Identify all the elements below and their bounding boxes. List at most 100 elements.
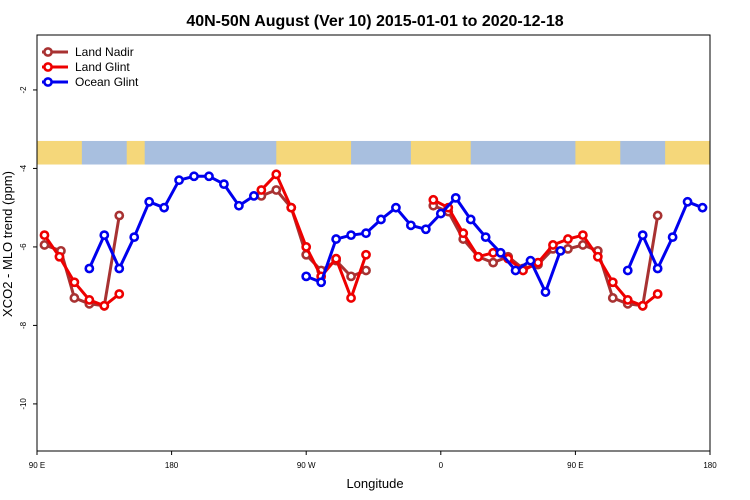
data-point (697, 202, 708, 213)
data-point (99, 300, 110, 311)
data-point (346, 293, 356, 303)
y-tick-label: -8 (19, 321, 28, 329)
data-point (286, 202, 297, 213)
x-tick-label: 90 E (29, 461, 45, 470)
data-point (420, 224, 431, 235)
data-point (480, 232, 491, 243)
data-point (361, 249, 371, 260)
x-axis: 90 E 180 90 W 0 90 E 180 (29, 451, 717, 470)
map-ocean (37, 140, 710, 165)
data-point (54, 251, 65, 262)
data-point (622, 265, 633, 276)
data-point (189, 171, 199, 182)
x-tick-label: 90 E (567, 461, 583, 470)
data-point (622, 295, 633, 305)
data-point (555, 245, 566, 256)
data-point (99, 230, 110, 241)
data-point (204, 171, 214, 182)
data-point (248, 191, 259, 201)
data-point (563, 234, 573, 244)
data-point (256, 185, 267, 195)
series-land-nadir (39, 185, 663, 311)
data-point (331, 234, 342, 244)
data-point (577, 240, 588, 250)
data-point (233, 200, 244, 211)
data-point (271, 169, 282, 180)
legend-label: Land Glint (75, 60, 130, 74)
map-strip (37, 140, 710, 165)
data-point (159, 202, 170, 213)
data-point (577, 230, 588, 241)
data-point (540, 287, 551, 297)
x-axis-label: Longitude (346, 476, 403, 491)
data-point (488, 257, 499, 268)
data-point (39, 230, 50, 241)
data-point (174, 175, 184, 186)
data-point (271, 185, 282, 195)
data-point (548, 240, 558, 250)
data-point (563, 243, 573, 254)
data-point (607, 293, 618, 303)
data-point (219, 179, 229, 190)
legend-marker (43, 47, 53, 57)
data-point (361, 265, 371, 276)
data-point (144, 196, 155, 207)
series-line (432, 198, 659, 308)
x-tick-label: 180 (703, 461, 717, 470)
data-point (495, 247, 506, 258)
x-tick-label: 180 (165, 461, 179, 470)
data-point (533, 257, 543, 268)
data-point (39, 240, 50, 250)
data-point (637, 300, 648, 311)
map-land (276, 140, 352, 165)
data-point (428, 194, 439, 205)
data-point (361, 228, 371, 239)
legend-marker (43, 77, 53, 87)
data-point (316, 277, 327, 288)
y-tick-label: -4 (19, 164, 28, 172)
data-point (346, 230, 356, 241)
data-point (405, 220, 416, 231)
y-axis-label: XCO2 - MLO trend (ppm) (0, 171, 15, 317)
data-point (114, 289, 125, 299)
x-tick-label: 90 W (297, 461, 316, 470)
data-point (114, 210, 125, 221)
data-point (652, 210, 663, 221)
data-point (331, 253, 342, 264)
data-point (376, 214, 386, 225)
data-point (435, 208, 446, 219)
series-ocean-glint (84, 171, 708, 297)
plot-frame (36, 34, 711, 452)
x-tick-label: 0 (439, 461, 444, 470)
data-point (84, 263, 95, 274)
data-point (458, 228, 469, 239)
series-line (432, 204, 660, 308)
y-tick-label: -2 (19, 86, 28, 94)
data-point (592, 251, 603, 262)
data-point (391, 202, 401, 213)
map-land (37, 140, 82, 165)
data-point (301, 271, 312, 282)
data-point (114, 263, 125, 274)
legend-label: Land Nadir (75, 45, 134, 59)
data-point (346, 271, 356, 282)
series-layer (39, 169, 708, 311)
data-point (510, 265, 521, 276)
y-tick-label: -10 (19, 398, 28, 410)
data-point (488, 247, 499, 258)
map-land (126, 140, 145, 165)
data-point (69, 293, 80, 303)
data-point (637, 230, 648, 241)
legend-label: Ocean Glint (75, 75, 139, 89)
data-point (84, 295, 95, 305)
data-point (69, 277, 80, 288)
data-point (667, 232, 678, 243)
data-point (607, 277, 618, 288)
data-point (465, 214, 476, 225)
data-point (525, 255, 536, 266)
data-point (473, 251, 484, 262)
legend-marker (43, 62, 53, 72)
chart-title: 40N-50N August (Ver 10) 2015-01-01 to 20… (186, 13, 563, 30)
